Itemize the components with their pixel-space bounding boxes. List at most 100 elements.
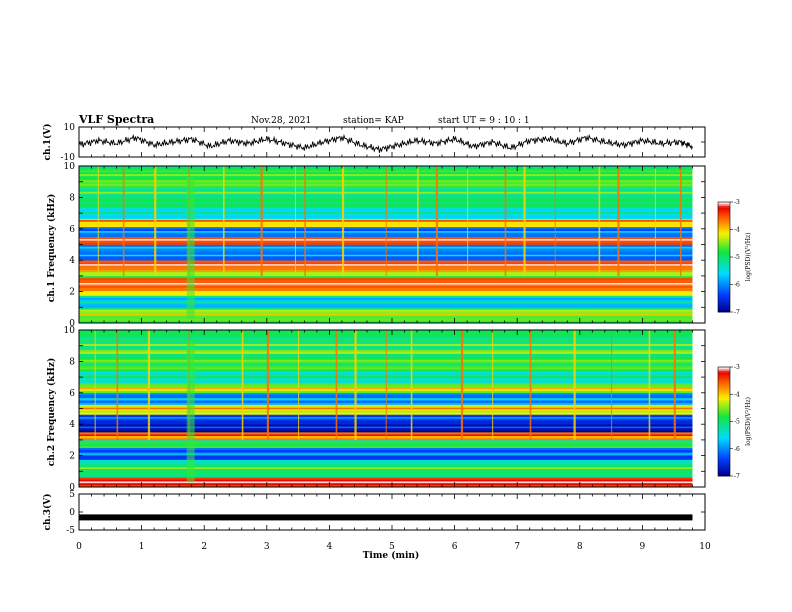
colorbar-segment xyxy=(718,213,730,216)
sferic-spike xyxy=(611,330,613,440)
spectral-band-line xyxy=(79,481,693,484)
spectrogram-row xyxy=(79,295,693,298)
sferic-spike xyxy=(298,330,300,440)
y-tick-label: 4 xyxy=(69,256,75,266)
colorbar-segment xyxy=(718,470,730,473)
colorbar-tick-label: -4 xyxy=(734,227,740,234)
colorbar-tick-label: -3 xyxy=(734,199,740,206)
sferic-spike xyxy=(523,166,526,276)
colorbar-segment xyxy=(718,297,730,300)
sferic-spike xyxy=(648,330,651,440)
y-tick-label: 5 xyxy=(69,490,75,500)
colorbar-segment xyxy=(718,401,730,404)
spectrogram-row xyxy=(79,317,693,320)
y-tick-label: 2 xyxy=(69,288,75,298)
colorbar-segment xyxy=(718,290,730,293)
spectrogram-row xyxy=(79,449,693,452)
colorbar-segment xyxy=(718,242,730,245)
colorbar-segment xyxy=(718,253,730,256)
colorbar-segment xyxy=(718,439,730,442)
colorbar-segment xyxy=(718,247,730,251)
ch1-frequency-axis-label: ch.1 Frequency (kHz) xyxy=(46,194,57,303)
sferic-spike xyxy=(573,330,576,440)
spectrogram-row xyxy=(79,445,693,449)
colorbar-segment xyxy=(718,428,730,431)
spectrogram-row xyxy=(79,291,693,294)
sferic-spike xyxy=(116,330,119,440)
colorbar-segment xyxy=(718,468,730,471)
colorbar-segment xyxy=(718,441,730,444)
sferic-spike xyxy=(294,166,296,276)
no-data-region xyxy=(692,166,705,323)
x-tick-label: 3 xyxy=(264,542,270,552)
colorbar-segment xyxy=(718,214,730,218)
ch1-colorbar: -3 -4 -5 -6 -7 log(PSD)(V²/Hz) xyxy=(717,199,752,316)
sferic-spike xyxy=(147,330,151,440)
colorbar-segment xyxy=(718,236,730,240)
sferic-spike xyxy=(122,166,125,276)
colorbar-segment xyxy=(718,443,730,446)
y-tick-label: 0 xyxy=(69,319,75,329)
colorbar-segment xyxy=(718,301,730,304)
sferic-spike xyxy=(354,330,357,440)
colorbar-segment xyxy=(718,291,730,295)
spectrogram-row xyxy=(79,483,693,486)
ch2-colorbar: -3 -4 -5 -6 -7 log(PSD)(V²/Hz) xyxy=(717,364,752,480)
colorbar-segment xyxy=(718,465,730,468)
colorbar-segment xyxy=(718,474,730,477)
spectrogram-row xyxy=(79,293,693,296)
spectrogram-row xyxy=(79,441,693,445)
no-data-region xyxy=(692,330,705,487)
spectrogram-row xyxy=(79,443,693,447)
colorbar-segment xyxy=(718,452,730,455)
sferic-spike xyxy=(341,166,345,276)
spectrogram-row xyxy=(79,459,693,462)
colorbar-segment xyxy=(718,472,730,475)
y-tick-label: 6 xyxy=(69,225,75,235)
colorbar-tick-label: -5 xyxy=(734,419,740,426)
station-label: station= KAP xyxy=(343,116,404,126)
colorbar-segment xyxy=(718,269,730,273)
colorbar-segment xyxy=(718,417,730,421)
colorbar-segment xyxy=(718,231,730,234)
ch1-voltage-axis-label: ch.1(V) xyxy=(42,124,53,161)
spectrogram-row xyxy=(79,473,693,476)
spectrogram-row xyxy=(79,479,693,482)
y-tick-label: 10 xyxy=(64,162,76,172)
spectrogram-row xyxy=(79,283,693,287)
spectral-band-line xyxy=(79,453,693,455)
spectrogram-row xyxy=(79,455,693,458)
spectrogram-row xyxy=(79,315,693,318)
colorbar-segment xyxy=(718,421,730,424)
colorbar-segment xyxy=(718,209,730,212)
spectrogram-row xyxy=(79,451,693,454)
colorbar-segment xyxy=(718,284,730,287)
sferic-spike xyxy=(410,330,413,440)
interference-block xyxy=(186,340,195,483)
sferic-spike xyxy=(335,330,338,440)
colorbar-segment xyxy=(718,218,730,221)
sferic-spike xyxy=(598,166,601,276)
colorbar-segment xyxy=(718,457,730,461)
x-tick-label: 9 xyxy=(640,542,646,552)
colorbar-segment xyxy=(718,293,730,296)
colorbar-segment xyxy=(718,295,730,298)
spectral-band-line xyxy=(79,289,693,291)
ch1-waveform-line xyxy=(78,133,693,153)
sferic-spike xyxy=(554,166,556,276)
colorbar-segment xyxy=(718,264,730,267)
ch1-spectrogram-panel: 0 2 4 6 8 10 xyxy=(64,162,706,329)
colorbar-segment xyxy=(718,251,730,254)
colorbar-segment xyxy=(718,399,730,402)
colorbar-segment xyxy=(718,425,730,428)
colorbar-segment xyxy=(718,412,730,415)
y-tick-label: -5 xyxy=(66,526,75,536)
start-time-label: start UT = 9 : 10 : 1 xyxy=(438,116,530,126)
x-tick-label: 4 xyxy=(327,542,333,552)
colorbar-segment xyxy=(718,446,730,450)
colorbar-segment xyxy=(718,414,730,417)
colorbar-segment xyxy=(718,227,730,230)
colorbar-segment xyxy=(718,396,730,399)
x-tick-label: 10 xyxy=(699,542,711,552)
